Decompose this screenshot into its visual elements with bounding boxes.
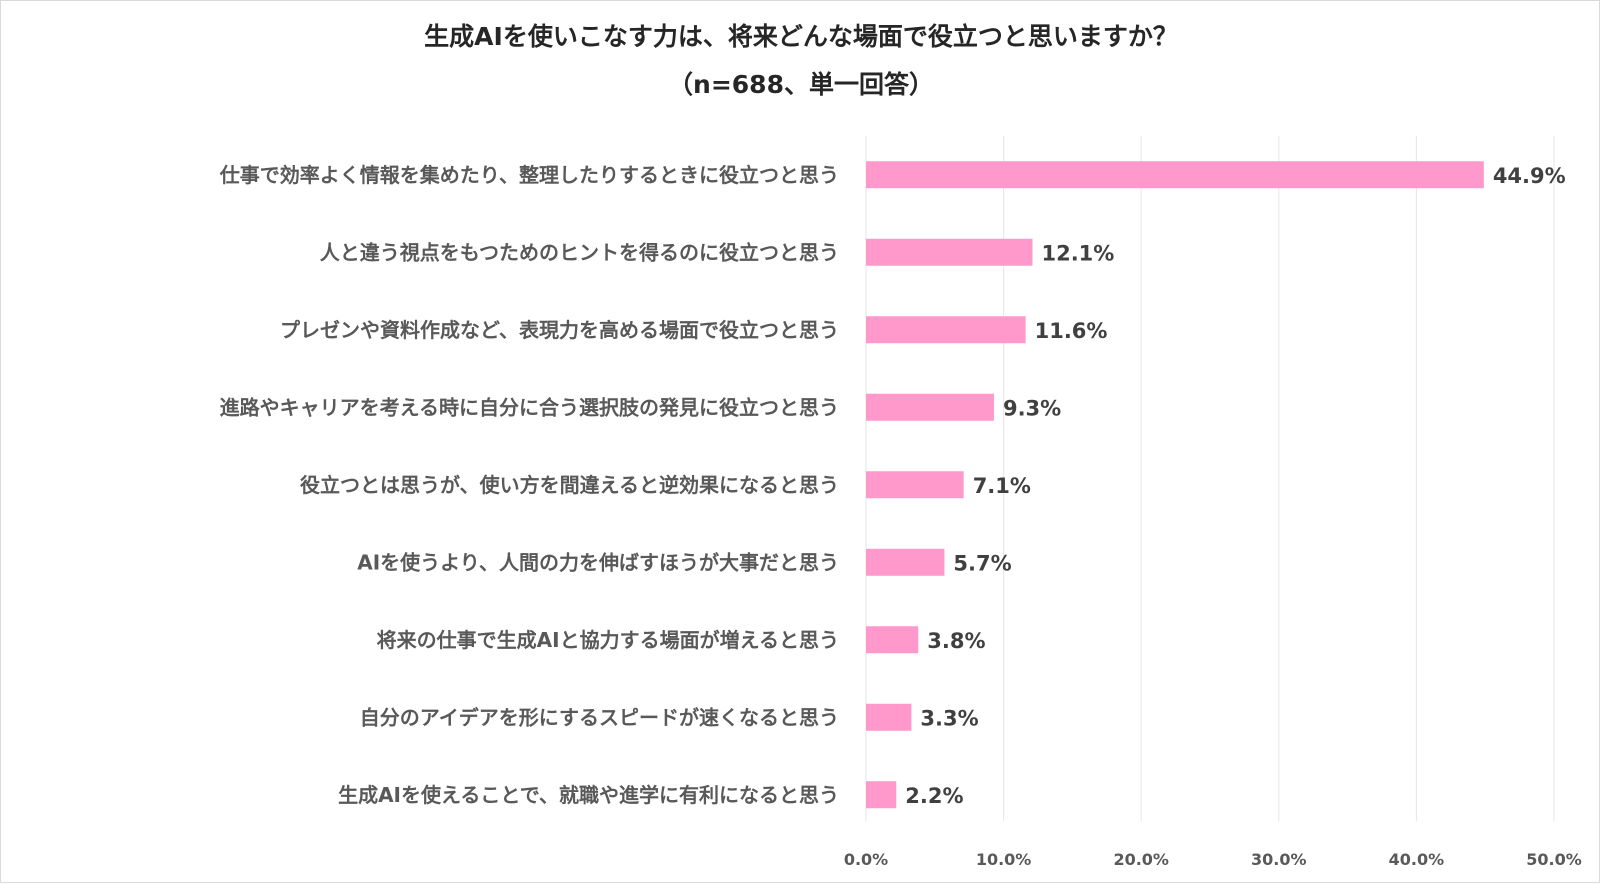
bar	[866, 471, 964, 499]
data-label: 44.9%	[1493, 164, 1566, 188]
category-labels: 仕事で効率よく情報を集めたり、整理したりするときに役立つと思う人と違う視点をもつ…	[219, 163, 839, 807]
data-label: 3.3%	[920, 706, 978, 730]
category-label: 将来の仕事で生成AIと協力する場面が増えると思う	[377, 628, 839, 652]
category-label: プレゼンや資料作成など、表現力を高める場面で役立つと思う	[280, 318, 839, 342]
bar	[866, 161, 1484, 189]
bar	[866, 781, 897, 809]
title-block: 生成AIを使いこなす力は、将来どんな場面で役立つと思いますか？ （n=688、単…	[1, 17, 1600, 105]
data-labels: 44.9% 12.1% 11.6% 9.3% 7.1% 5.7% 3.8% 3.3% 2.2%	[905, 164, 1565, 808]
data-label: 12.1%	[1041, 241, 1114, 265]
data-label: 3.8%	[927, 629, 985, 653]
bars	[866, 161, 1484, 809]
bar	[866, 548, 945, 576]
x-tick-label: 20.0%	[1113, 850, 1169, 869]
bar	[866, 238, 1033, 266]
bar	[866, 393, 994, 421]
x-tick-label: 50.0%	[1526, 850, 1582, 869]
bar	[866, 703, 912, 731]
category-label: 進路やキャリアを考える時に自分に合う選択肢の発見に役立つと思う	[220, 395, 839, 419]
data-label: 5.7%	[953, 551, 1011, 575]
category-label: 自分のアイデアを形にするスピードが速くなると思う	[360, 705, 839, 729]
category-label: AIを使うより、人間の力を伸ばすほうが大事だと思う	[357, 550, 839, 574]
bar	[866, 316, 1026, 344]
x-tick-label: 10.0%	[976, 850, 1032, 869]
x-tick-label: 0.0%	[844, 850, 888, 869]
category-label: 生成AIを使えることで、就職や進学に有利になると思う	[338, 783, 839, 807]
bar	[866, 626, 919, 654]
category-label: 役立つとは思うが、使い方を間違えると逆効果になると思う	[300, 473, 839, 497]
category-label: 人と違う視点をもつためのヒントを得るのに役立つと思う	[320, 240, 839, 264]
data-label: 2.2%	[905, 784, 963, 808]
category-label: 仕事で効率よく情報を集めたり、整理したりするときに役立つと思う	[219, 163, 839, 187]
data-label: 7.1%	[973, 474, 1031, 498]
chart-subtitle: （n=688、単一回答）	[668, 70, 934, 99]
data-label: 11.6%	[1035, 319, 1108, 343]
x-tick-label: 30.0%	[1251, 850, 1307, 869]
x-axis-ticks: 0.0% 10.0% 20.0% 30.0% 40.0% 50.0%	[844, 850, 1582, 869]
chart-title: 生成AIを使いこなす力は、将来どんな場面で役立つと思いますか？	[424, 22, 1178, 51]
data-label: 9.3%	[1003, 396, 1061, 420]
x-tick-label: 40.0%	[1389, 850, 1445, 869]
